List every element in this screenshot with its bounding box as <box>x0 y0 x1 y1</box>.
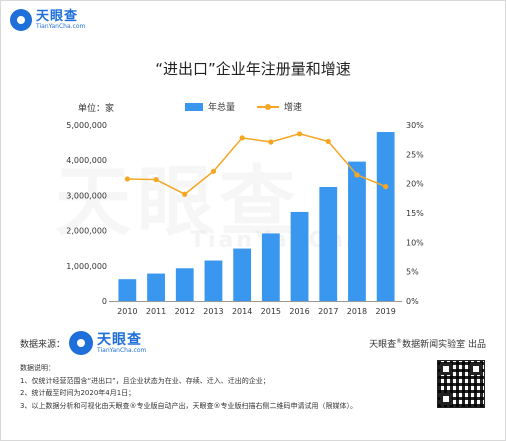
growth-point <box>210 168 217 174</box>
note-item-1: 1、仅统计经营范围含“进出口”，且企业状态为在业、存续、迁入、迁出的企业； <box>20 376 270 385</box>
x-tick-label: 2016 <box>289 307 309 316</box>
bar <box>348 161 366 301</box>
note-item-2: 2、统计截至时间为2020年4月1日； <box>20 389 136 397</box>
chart-title: “进出口”企业年注册量和增速 <box>155 60 351 78</box>
x-tick-label: 2015 <box>261 307 281 316</box>
growth-point <box>153 176 159 183</box>
source-brand-name: 天眼查 <box>97 331 143 348</box>
legend-bar-label: 年总量 <box>208 103 236 113</box>
bar <box>147 273 165 301</box>
producer-credit: 天眼查®数据新闻实验室 出品 <box>369 337 486 350</box>
data-notes: 数据说明： 1、仅统计经营范围含“进出口”，且企业状态为在业、存续、迁入、迁出的… <box>20 362 357 412</box>
y-right-tick-label: 10% <box>406 238 424 247</box>
bar <box>376 132 395 301</box>
y-right-tick-label: 20% <box>406 180 424 189</box>
producer-suffix: 数据新闻实验室 出品 <box>402 340 486 350</box>
legend-item-line: 增速 <box>257 100 302 113</box>
growth-point <box>182 191 188 197</box>
chart-legend: 年总量 增速 <box>185 100 324 113</box>
y-left-tick-label: 0 <box>102 297 107 306</box>
brand-domain: TianYanCha.com <box>36 23 86 30</box>
growth-point <box>268 139 274 145</box>
growth-point <box>383 184 389 190</box>
y-right-tick-label: 5% <box>406 268 419 277</box>
bar <box>118 279 137 301</box>
legend-bar-swatch <box>185 102 203 111</box>
y-left-tick-label: 1,000,000 <box>66 262 107 271</box>
x-tick-label: 2013 <box>203 307 223 316</box>
bar <box>175 268 194 301</box>
growth-point <box>354 172 360 178</box>
legend-item-bar: 年总量 <box>185 100 235 113</box>
growth-line <box>127 133 386 196</box>
brand-name: 天眼查 <box>36 9 79 24</box>
y-left-tick-label: 3,000,000 <box>66 191 107 200</box>
growth-point <box>239 135 245 141</box>
y-right-tick-label: 30% <box>406 121 424 130</box>
bar <box>261 233 280 301</box>
bar <box>319 186 338 301</box>
x-tick-label: 2011 <box>146 307 166 316</box>
bar <box>233 248 252 301</box>
growth-point <box>296 131 303 137</box>
growth-point <box>325 138 331 145</box>
note-item-3: 3、以上数据分析和可视化由天眼查®专业版自动产出，天眼查®专业版扫描右侧二维码申… <box>20 401 357 410</box>
x-tick-label: 2012 <box>175 307 195 316</box>
bar <box>290 211 309 301</box>
producer-prefix: 天眼查 <box>369 340 397 350</box>
x-tick-label: 2019 <box>375 307 395 316</box>
unit-label: 单位：家 <box>78 104 115 114</box>
brand-logo-top: 天眼查 TianYanCha.com <box>10 9 85 31</box>
legend-line-swatch <box>257 103 280 111</box>
producer-mark: ® <box>396 338 403 345</box>
y-right-tick-label: 15% <box>406 209 424 218</box>
eye-logo-icon <box>10 9 32 31</box>
y-left-tick-label: 2,000,000 <box>66 227 107 236</box>
growth-point <box>124 176 130 182</box>
y-right-tick-label: 0% <box>406 297 419 306</box>
legend-line-label: 增速 <box>284 103 303 113</box>
y-right-tick-label: 25% <box>406 150 424 159</box>
x-tick-label: 2010 <box>117 307 137 316</box>
eye-logo-icon <box>69 331 94 355</box>
qr-code[interactable] <box>437 360 485 408</box>
y-left-tick-label: 4,000,000 <box>66 156 107 165</box>
data-source: 数据来源： 天眼查 TianYanCha.com <box>20 331 146 355</box>
x-tick-label: 2014 <box>232 307 252 316</box>
x-tick-label: 2018 <box>347 307 367 316</box>
source-label: 数据来源： <box>20 339 66 350</box>
notes-heading: 数据说明： <box>20 364 55 372</box>
source-brand-domain: TianYanCha.com <box>97 346 147 354</box>
bar <box>204 260 223 301</box>
x-tick-label: 2017 <box>318 307 338 316</box>
y-left-tick-label: 5,000,000 <box>66 121 107 130</box>
